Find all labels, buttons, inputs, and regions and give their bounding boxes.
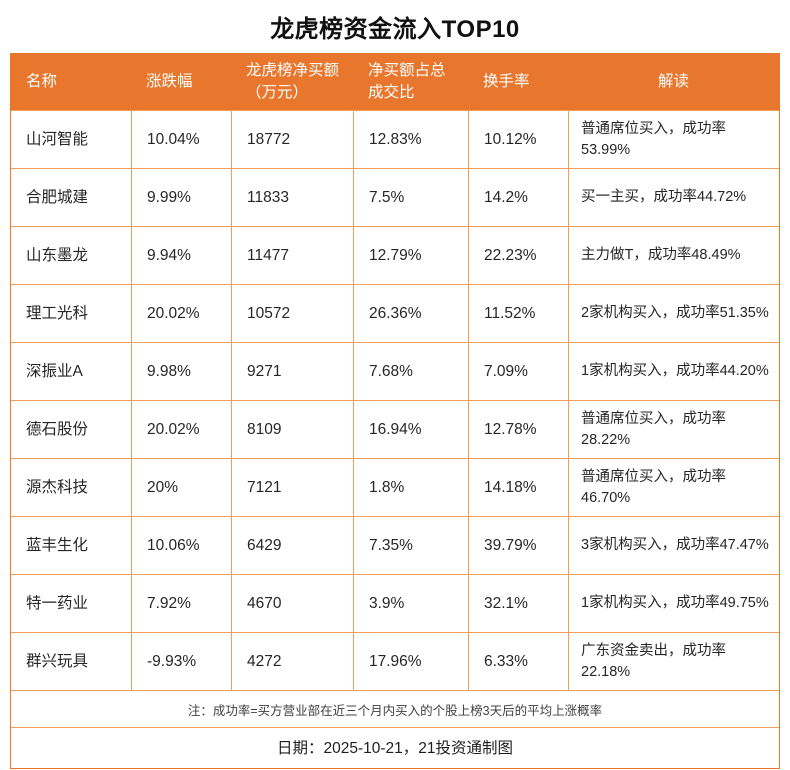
cell-net-buy: 6429	[231, 517, 353, 574]
cell-net-buy: 10572	[231, 285, 353, 342]
cell-change: 20%	[131, 459, 231, 516]
cell-comment: 2家机构买入，成功率51.35%	[568, 285, 779, 342]
cell-change: 9.98%	[131, 343, 231, 400]
cell-change: -9.93%	[131, 633, 231, 690]
cell-comment: 普通席位买入，成功率53.99%	[568, 111, 779, 168]
cell-name: 蓝丰生化	[26, 536, 89, 554]
cell-net-buy-ratio: 1.8%	[353, 459, 468, 516]
cell-comment: 主力做T，成功率48.49%	[568, 227, 779, 284]
table-body: 山河智能 10.04% 18772 12.83% 10.12% 普通席位买入，成功率53.…	[11, 110, 779, 690]
table-footer: 注：成功率=买方营业部在近三个月内买入的个股上榜3天后的平均上涨概率 日期：20…	[11, 690, 779, 768]
footnote: 注：成功率=买方营业部在近三个月内买入的个股上榜3天后的平均上涨概率	[187, 704, 603, 718]
cell-turnover: 11.52%	[468, 285, 568, 342]
cell-turnover: 32.1%	[468, 575, 568, 632]
cell-net-buy: 9271	[231, 343, 353, 400]
cell-turnover: 6.33%	[468, 633, 568, 690]
column-header-net-buy-ratio: 净买额占总成交比	[368, 62, 446, 101]
column-header-turnover: 换手率	[483, 73, 530, 91]
cell-comment: 买一主买，成功率44.72%	[568, 169, 779, 226]
cell-comment: 3家机构买入，成功率47.47%	[568, 517, 779, 574]
cell-comment: 普通席位买入，成功率46.70%	[568, 459, 779, 516]
cell-net-buy-ratio: 7.35%	[353, 517, 468, 574]
cell-name: 群兴玩具	[26, 652, 89, 670]
cell-change: 10.04%	[131, 111, 231, 168]
cell-net-buy: 7121	[231, 459, 353, 516]
cell-change: 20.02%	[131, 401, 231, 458]
cell-net-buy-ratio: 16.94%	[353, 401, 468, 458]
table-row: 源杰科技 20% 7121 1.8% 14.18% 普通席位买入，成功率46.70%	[11, 458, 779, 516]
cell-change: 9.94%	[131, 227, 231, 284]
cell-comment: 1家机构买入，成功率44.20%	[568, 343, 779, 400]
table-row: 理工光科 20.02% 10572 26.36% 11.52% 2家机构买入，成功率51.…	[11, 284, 779, 342]
cell-net-buy: 8109	[231, 401, 353, 458]
cell-net-buy-ratio: 17.96%	[353, 633, 468, 690]
cell-comment: 1家机构买入，成功率49.75%	[568, 575, 779, 632]
cell-net-buy-ratio: 26.36%	[353, 285, 468, 342]
cell-change: 20.02%	[131, 285, 231, 342]
cell-net-buy: 4670	[231, 575, 353, 632]
table-row: 合肥城建 9.99% 11833 7.5% 14.2% 买一主买，成功率44.72%	[11, 168, 779, 226]
cell-turnover: 10.12%	[468, 111, 568, 168]
table-row: 蓝丰生化 10.06% 6429 7.35% 39.79% 3家机构买入，成功率47.47…	[11, 516, 779, 574]
table-row: 群兴玩具 -9.93% 4272 17.96% 6.33% 广东资金卖出，成功率22.18…	[11, 632, 779, 690]
table-row: 德石股份 20.02% 8109 16.94% 12.78% 普通席位买入，成功率28.2…	[11, 400, 779, 458]
cell-net-buy-ratio: 7.5%	[353, 169, 468, 226]
cell-comment: 普通席位买入，成功率28.22%	[568, 401, 779, 458]
cell-name: 深振业A	[26, 362, 83, 380]
cell-name: 山河智能	[26, 130, 89, 148]
date-caption: 日期：2025-10-21，21投资通制图	[11, 727, 779, 768]
column-header-change: 涨跌幅	[146, 73, 193, 91]
cell-turnover: 14.2%	[468, 169, 568, 226]
cell-name: 源杰科技	[26, 478, 89, 496]
cell-net-buy-ratio: 12.83%	[353, 111, 468, 168]
cell-change: 7.92%	[131, 575, 231, 632]
cell-net-buy-ratio: 3.9%	[353, 575, 468, 632]
cell-name: 特一药业	[26, 594, 89, 612]
cell-name: 山东墨龙	[26, 246, 89, 264]
table-row: 深振业A 9.98% 9271 7.68% 7.09% 1家机构买入，成功率44.20%	[11, 342, 779, 400]
table-row: 山河智能 10.04% 18772 12.83% 10.12% 普通席位买入，成功率53.…	[11, 110, 779, 168]
cell-net-buy-ratio: 7.68%	[353, 343, 468, 400]
page-title: 龙虎榜资金流入TOP10	[270, 16, 520, 43]
table-row: 特一药业 7.92% 4670 3.9% 32.1% 1家机构买入，成功率49.75%	[11, 574, 779, 632]
column-header-comment: 解读	[657, 73, 689, 91]
cell-turnover: 12.78%	[468, 401, 568, 458]
top10-table: 名称 涨跌幅 龙虎榜净买额（万元） 净买额占总成交比 换手率 解读 山河智能 10…	[10, 53, 780, 769]
column-header-name: 名称	[26, 73, 58, 91]
column-header-net-buy: 龙虎榜净买额（万元）	[246, 62, 340, 101]
cell-name: 理工光科	[26, 304, 89, 322]
cell-net-buy: 4272	[231, 633, 353, 690]
cell-net-buy: 18772	[231, 111, 353, 168]
cell-net-buy: 11477	[231, 227, 353, 284]
cell-turnover: 22.23%	[468, 227, 568, 284]
cell-turnover: 14.18%	[468, 459, 568, 516]
table-row: 山东墨龙 9.94% 11477 12.79% 22.23% 主力做T，成功率48.49%	[11, 226, 779, 284]
cell-turnover: 7.09%	[468, 343, 568, 400]
cell-net-buy-ratio: 12.79%	[353, 227, 468, 284]
table-header: 名称 涨跌幅 龙虎榜净买额（万元） 净买额占总成交比 换手率 解读	[11, 54, 779, 110]
cell-comment: 广东资金卖出，成功率22.18%	[568, 633, 779, 690]
cell-change: 9.99%	[131, 169, 231, 226]
cell-change: 10.06%	[131, 517, 231, 574]
cell-turnover: 39.79%	[468, 517, 568, 574]
cell-name: 合肥城建	[26, 188, 89, 206]
cell-name: 德石股份	[26, 420, 89, 438]
cell-net-buy: 11833	[231, 169, 353, 226]
